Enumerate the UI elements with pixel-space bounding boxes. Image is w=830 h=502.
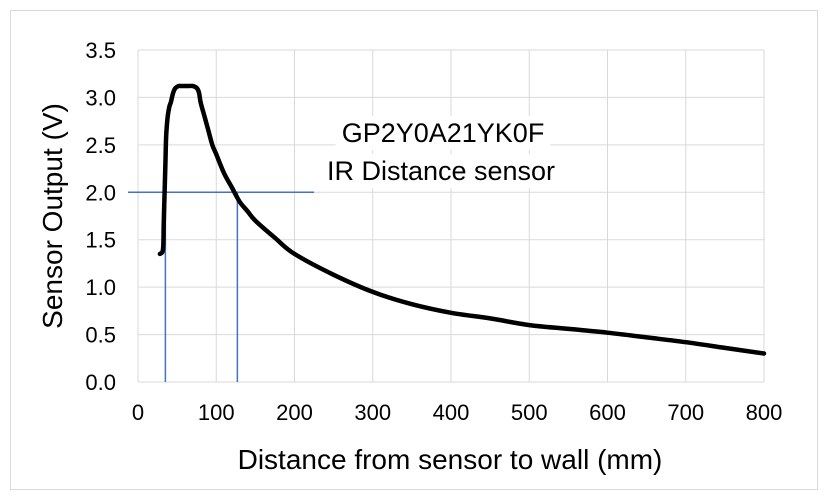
chart-frame (10, 10, 818, 490)
y-tick-label: 2.0 (85, 180, 116, 205)
y-axis-title: Sensor Output (V) (37, 103, 68, 329)
x-tick-label: 0 (132, 400, 144, 425)
x-tick-label: 800 (746, 400, 783, 425)
x-tick-label: 700 (667, 400, 704, 425)
y-tick-label: 2.5 (85, 133, 116, 158)
y-tick-labels: 0.0 0.5 1.0 1.5 2.0 2.5 3.0 3.5 (85, 38, 116, 395)
annotation-line-1: GP2Y0A21YK0F (342, 118, 545, 148)
y-tick-label: 3.5 (85, 38, 116, 63)
annotation-background (320, 154, 562, 188)
annotation-line-2: IR Distance sensor (327, 156, 555, 186)
x-tick-label: 200 (276, 400, 313, 425)
x-tick-label: 600 (589, 400, 626, 425)
x-tick-labels: 0 100 200 300 400 500 600 700 800 (132, 400, 782, 425)
annotation-background (335, 116, 551, 150)
series-layer (157, 83, 767, 356)
x-axis-title: Distance from sensor to wall (mm) (238, 444, 663, 475)
grid-lines (137, 49, 765, 383)
y-tick-label: 3.0 (85, 85, 116, 110)
y-tick-label: 0.0 (85, 370, 116, 395)
annotation: GP2Y0A21YK0F IR Distance sensor (320, 116, 562, 188)
x-tick-label: 300 (354, 400, 391, 425)
y-tick-label: 0.5 (85, 323, 116, 348)
sensor-output-curve (157, 83, 767, 356)
x-tick-label: 100 (198, 400, 235, 425)
x-tick-label: 400 (433, 400, 470, 425)
x-tick-label: 500 (511, 400, 548, 425)
y-tick-label: 1.5 (85, 228, 116, 253)
y-tick-label: 1.0 (85, 275, 116, 300)
